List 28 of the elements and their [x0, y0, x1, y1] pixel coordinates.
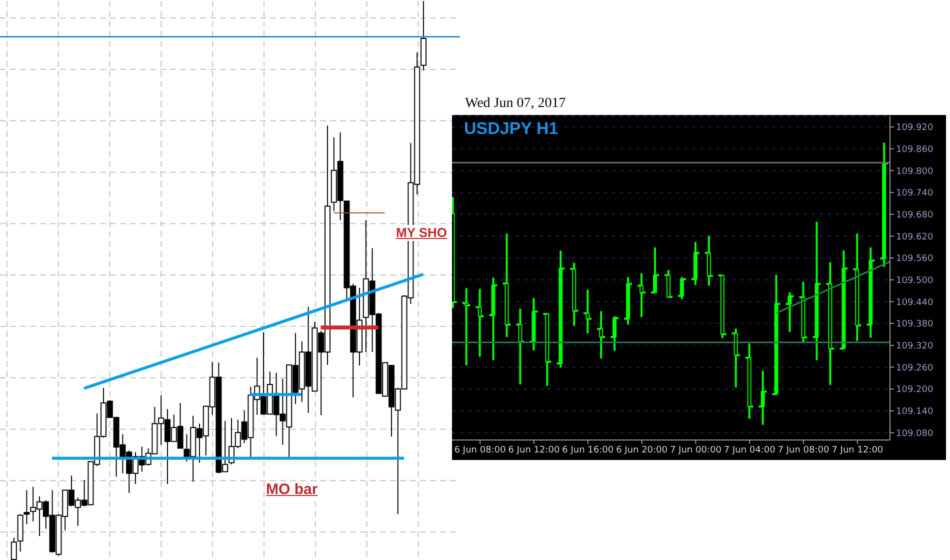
y-tick-label: 109.260 — [896, 363, 934, 374]
x-tick-label: 6 Jun 08:00 — [454, 445, 506, 456]
y-tick-label: 109.500 — [896, 276, 934, 286]
x-tick-label: 7 Jun 00:00 — [670, 445, 722, 456]
y-tick-label: 109.620 — [896, 232, 934, 242]
annotation: MY SHO — [396, 225, 448, 241]
x-tick-label: 6 Jun 12:00 — [508, 445, 560, 456]
y-tick-label: 109.920 — [896, 123, 934, 134]
y-tick-label: 109.440 — [896, 298, 934, 308]
x-tick-label: 6 Jun 16:00 — [562, 445, 614, 456]
chart-title: Wed Jun 07, 2017 — [452, 94, 946, 115]
y-tick-label: 109.080 — [896, 428, 934, 439]
y-tick-label: 109.200 — [896, 385, 934, 396]
candlestick — [24, 490, 30, 525]
annotation: MO bar — [266, 481, 318, 498]
y-tick-label: 109.740 — [896, 188, 934, 199]
x-tick-label: 7 Jun 12:00 — [832, 445, 884, 456]
x-tick-label: 7 Jun 04:00 — [724, 445, 776, 456]
y-tick-label: 109.680 — [896, 210, 934, 220]
y-tick-label: 109.320 — [896, 342, 934, 352]
x-tick-label: 6 Jun 20:00 — [616, 445, 668, 456]
y-tick-label: 109.560 — [896, 254, 934, 264]
y-tick-label: 109.380 — [896, 320, 934, 330]
y-tick-label: 109.800 — [896, 166, 934, 177]
annotation: USDJPY H1 — [464, 119, 558, 138]
y-tick-label: 109.140 — [896, 407, 934, 418]
y-tick-label: 109.860 — [896, 144, 934, 155]
x-tick-label: 7 Jun 08:00 — [778, 445, 830, 456]
